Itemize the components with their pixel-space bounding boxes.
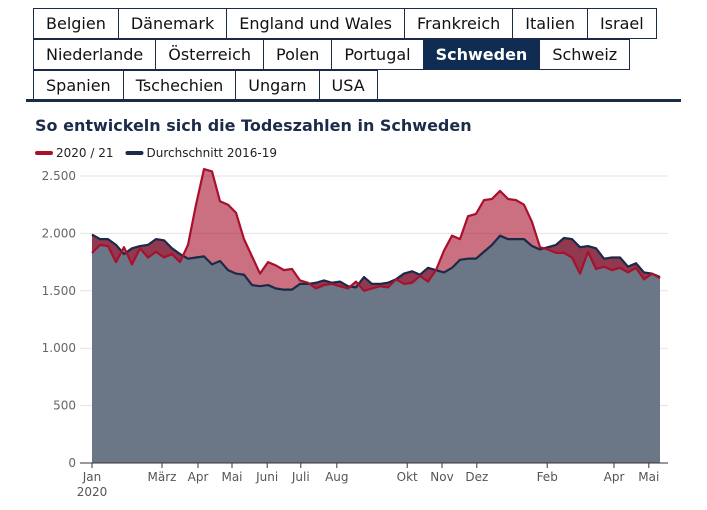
tab[interactable]: Schweiz bbox=[539, 39, 631, 70]
y-tick-label: 1.000 bbox=[42, 341, 76, 355]
x-tick-label: Apr bbox=[187, 470, 209, 484]
x-tick-label: Aug bbox=[325, 470, 349, 484]
x-tick-label: Mai bbox=[221, 470, 243, 484]
x-tick-label: Juni bbox=[256, 470, 279, 484]
x-tick-label: Apr bbox=[603, 470, 625, 484]
y-tick-label: 0 bbox=[68, 456, 76, 470]
tab[interactable]: Frankreich bbox=[404, 8, 514, 39]
tab[interactable]: Schweden bbox=[422, 39, 541, 70]
tab-rule bbox=[26, 99, 681, 102]
tab-row: Belgien Dänemark England und Wales Frankrei… bbox=[33, 8, 657, 39]
tab[interactable]: Italien bbox=[512, 8, 588, 39]
y-tick-label: 500 bbox=[53, 399, 76, 413]
x-tick-label: Feb bbox=[536, 470, 558, 484]
x-tick-label: Okt bbox=[396, 470, 418, 484]
tab-row: Niederlande Österreich Polen Portugal Schwed… bbox=[33, 39, 656, 70]
tab[interactable]: Spanien bbox=[33, 70, 124, 101]
tab[interactable]: Israel bbox=[586, 8, 657, 39]
x-tick-label: Dez bbox=[465, 470, 489, 484]
y-tick-label: 2.000 bbox=[42, 226, 76, 240]
tab[interactable]: Tschechien bbox=[122, 70, 237, 101]
chart-title: So entwickeln sich die Todeszahlen in Sc… bbox=[35, 116, 472, 135]
tab[interactable]: Niederlande bbox=[33, 39, 157, 70]
y-tick-label: 2.500 bbox=[42, 169, 76, 183]
x-tick-label: Nov bbox=[430, 470, 454, 484]
tab[interactable]: Belgien bbox=[33, 8, 119, 39]
difference-area bbox=[92, 169, 660, 291]
tab-bar: Belgien Dänemark England und Wales Frankrei… bbox=[33, 8, 657, 101]
x-tick-label: Jan 2020 bbox=[76, 470, 108, 499]
tab[interactable]: Dänemark bbox=[117, 8, 228, 39]
x-tick-label: Mai bbox=[638, 470, 660, 484]
x-tick-label: März bbox=[147, 470, 177, 484]
y-tick-label: 1.500 bbox=[42, 284, 76, 298]
tab[interactable]: Österreich bbox=[155, 39, 265, 70]
tab[interactable]: England und Wales bbox=[226, 8, 405, 39]
legend-label: Durchschnitt 2016-19 bbox=[146, 146, 276, 160]
legend-label: 2020 / 21 bbox=[56, 146, 113, 160]
tab-row: Spanien Tschechien Ungarn USA bbox=[33, 70, 656, 101]
average-area bbox=[92, 234, 660, 463]
series-line bbox=[91, 233, 661, 291]
x-tick-label: Juli bbox=[291, 470, 310, 484]
tab[interactable]: Polen bbox=[263, 39, 333, 70]
tab[interactable]: Portugal bbox=[331, 39, 424, 70]
tab[interactable]: USA bbox=[318, 70, 378, 101]
series-line bbox=[91, 168, 661, 292]
